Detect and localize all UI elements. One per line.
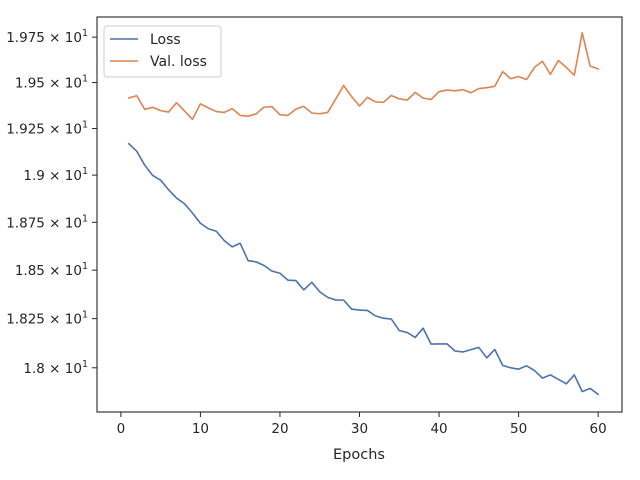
series-line-val-loss <box>127 32 600 121</box>
y-tick-label: 1.975 × 101 <box>6 28 88 46</box>
y-tick-label: 1.85 × 101 <box>15 261 88 279</box>
x-axis-label: Epochs <box>333 447 385 463</box>
x-tick-label: 60 <box>590 421 607 437</box>
y-tick-label: 1.9 × 101 <box>23 166 88 184</box>
y-axis: 1.8 × 101 1.825 × 101 1.85 × 101 1.875 × 10… <box>6 28 97 377</box>
y-tick-label: 1.925 × 101 <box>6 120 88 138</box>
legend-entry-label: Loss <box>150 32 181 48</box>
x-tick-label: 50 <box>510 421 527 437</box>
series-line-loss <box>127 142 600 396</box>
legend: Loss Val. loss <box>103 25 222 78</box>
x-tick-label: 40 <box>430 421 447 437</box>
y-tick-label: 1.95 × 101 <box>15 74 88 92</box>
y-tick-label: 1.875 × 101 <box>6 213 88 231</box>
y-tick-label: 1.8 × 101 <box>23 359 88 377</box>
plot-area <box>127 32 600 396</box>
x-tick-label: 20 <box>271 421 288 437</box>
x-tick-label: 10 <box>192 421 209 437</box>
x-axis: 0 10 20 30 40 50 60 <box>117 412 607 437</box>
x-tick-label: 0 <box>117 421 126 437</box>
x-tick-label: 30 <box>351 421 368 437</box>
legend-entry-label: Val. loss <box>150 54 207 70</box>
y-tick-label: 1.825 × 101 <box>6 310 88 328</box>
